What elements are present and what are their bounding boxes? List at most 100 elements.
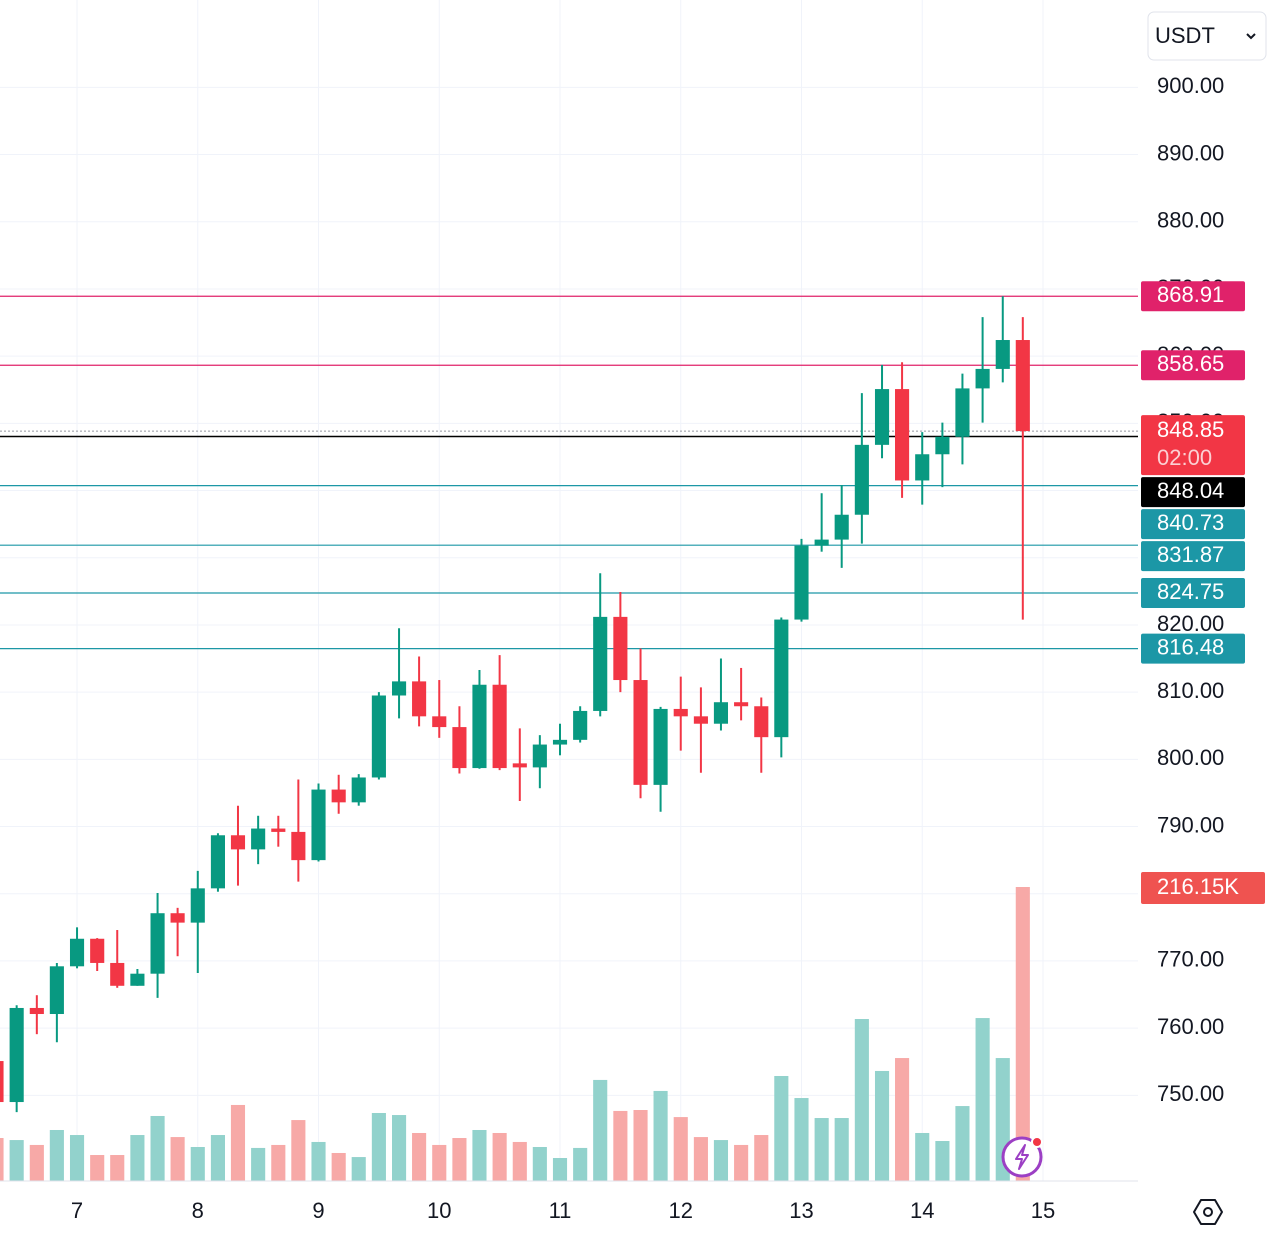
candle-body bbox=[29, 1007, 44, 1015]
candle-body bbox=[351, 777, 366, 803]
x-tick-label: 10 bbox=[427, 1198, 451, 1223]
y-tick-label: 890.00 bbox=[1157, 140, 1224, 165]
settings-center[interactable] bbox=[1203, 1207, 1213, 1217]
volume-bar bbox=[472, 1129, 487, 1181]
price-line-label: 858.65 bbox=[1157, 351, 1224, 376]
volume-bar bbox=[69, 1135, 85, 1181]
candle-body bbox=[190, 888, 205, 923]
countdown-label: 02:00 bbox=[1157, 445, 1212, 470]
selector-box[interactable] bbox=[1147, 11, 1267, 61]
candle-body bbox=[653, 708, 668, 785]
candle-body bbox=[552, 739, 568, 745]
candle-body bbox=[49, 966, 64, 1015]
candle-body bbox=[774, 619, 789, 738]
time-axis: 7 8 9 10 11 12 13 14 15 bbox=[71, 1198, 1055, 1223]
price-line-label-box bbox=[1141, 477, 1245, 508]
currency-label[interactable]: USDT bbox=[1155, 23, 1215, 48]
y-tick-label: 750.00 bbox=[1157, 1081, 1224, 1106]
volume-bar bbox=[210, 1135, 225, 1181]
candle-body bbox=[0, 1061, 4, 1103]
price-line-label: 848.04 bbox=[1157, 478, 1224, 503]
y-tick-label: 760.00 bbox=[1157, 1014, 1224, 1039]
currency-selector[interactable]: USDT bbox=[1147, 11, 1267, 61]
current-price-label-box bbox=[1141, 415, 1245, 476]
x-tick-label: 12 bbox=[669, 1198, 693, 1223]
volume-bar bbox=[693, 1137, 708, 1181]
y-tick-label: 800.00 bbox=[1157, 745, 1224, 770]
lightning-icon[interactable] bbox=[1015, 1144, 1029, 1170]
price-line-label: 831.87 bbox=[1157, 542, 1224, 567]
candle-body bbox=[230, 835, 246, 850]
candle-body bbox=[9, 1007, 24, 1103]
chevron-icon[interactable] bbox=[1246, 33, 1256, 40]
volume-bar bbox=[190, 1146, 205, 1181]
candle-body bbox=[130, 973, 145, 986]
candle-body bbox=[734, 702, 749, 707]
volume-bar bbox=[613, 1110, 628, 1181]
lightning-circle[interactable] bbox=[1001, 1136, 1043, 1178]
candle-body bbox=[412, 681, 427, 717]
volume-bar bbox=[895, 1058, 910, 1181]
candle-body bbox=[995, 340, 1010, 369]
volume-bar bbox=[251, 1147, 266, 1181]
candle-body bbox=[955, 388, 970, 437]
candle-body bbox=[90, 938, 105, 963]
volume-bar bbox=[90, 1155, 105, 1181]
volume-bar bbox=[452, 1138, 467, 1181]
price-line-label-box bbox=[1141, 633, 1245, 664]
x-tick-label: 8 bbox=[192, 1198, 204, 1223]
volume-bar bbox=[653, 1090, 668, 1181]
price-line-label: 816.48 bbox=[1157, 634, 1224, 659]
volume-label-box bbox=[1141, 872, 1265, 904]
lightning-button[interactable] bbox=[1001, 1136, 1043, 1178]
volume-bar bbox=[230, 1104, 246, 1181]
candle-body bbox=[975, 368, 990, 389]
candle-body bbox=[895, 389, 910, 481]
candle-body bbox=[331, 789, 346, 803]
volume-bar bbox=[432, 1144, 447, 1181]
candle-body bbox=[391, 681, 407, 696]
volume-bar bbox=[371, 1112, 386, 1181]
y-tick-label: 880.00 bbox=[1157, 208, 1224, 233]
volume-bar bbox=[1015, 887, 1030, 1181]
volume-bar bbox=[552, 1158, 568, 1181]
candle-body bbox=[532, 744, 547, 768]
candle-body bbox=[432, 716, 447, 728]
volume-bar bbox=[351, 1157, 366, 1181]
volume-bar bbox=[512, 1141, 527, 1181]
y-tick-label: 790.00 bbox=[1157, 812, 1224, 837]
volume-bar bbox=[834, 1118, 849, 1181]
y-tick-label: 770.00 bbox=[1157, 947, 1224, 972]
candle-body bbox=[754, 706, 769, 738]
settings-button[interactable] bbox=[1193, 1199, 1223, 1225]
volume-bar bbox=[975, 1018, 990, 1181]
volume-bar bbox=[713, 1140, 729, 1181]
volume-bar bbox=[532, 1146, 547, 1181]
x-tick-label: 7 bbox=[71, 1198, 83, 1223]
y-tick-label: 810.00 bbox=[1157, 678, 1224, 703]
volume-bar bbox=[814, 1118, 829, 1181]
volume-bar bbox=[673, 1117, 688, 1181]
volume-bar bbox=[854, 1019, 869, 1181]
candle-body bbox=[915, 454, 930, 481]
settings-hexagon[interactable] bbox=[1193, 1199, 1223, 1225]
volume-bar bbox=[754, 1135, 769, 1181]
candle-body bbox=[512, 763, 527, 768]
y-tick-label: 820.00 bbox=[1157, 611, 1224, 636]
volume-bar bbox=[593, 1079, 608, 1181]
price-line-label-box bbox=[1141, 509, 1245, 540]
volume-bar bbox=[150, 1115, 165, 1181]
volume-bar bbox=[130, 1135, 145, 1181]
volume-bar bbox=[0, 1138, 4, 1181]
candle-body bbox=[673, 708, 688, 717]
candle-body bbox=[210, 835, 225, 889]
volume-bar bbox=[331, 1152, 346, 1181]
volume-bar bbox=[492, 1132, 507, 1181]
volume-pane bbox=[0, 887, 1030, 1181]
x-tick-label: 13 bbox=[789, 1198, 813, 1223]
candle-body bbox=[150, 913, 165, 974]
x-tick-label: 14 bbox=[910, 1198, 934, 1223]
candle-body bbox=[170, 913, 185, 923]
price-line-label-box bbox=[1141, 350, 1245, 381]
